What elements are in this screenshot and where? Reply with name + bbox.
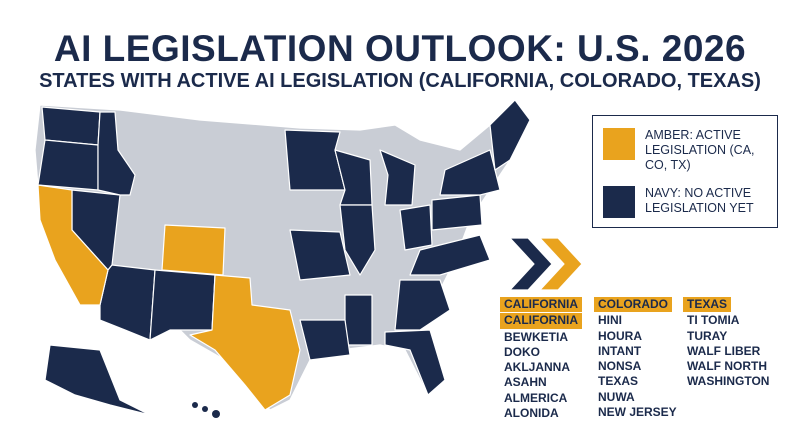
list-item: NUWA — [598, 389, 635, 404]
state — [431, 194, 483, 231]
list-item: WALF NORTH — [687, 359, 767, 374]
state — [394, 279, 451, 331]
list-item: HOURA — [598, 328, 642, 343]
alaska — [44, 344, 151, 416]
list-column: COLORADO HINI HOURA INTANT NONSA TEXAS NUWA NEW… — [594, 297, 677, 420]
list-item: AKLJANNA — [504, 360, 570, 375]
list-item: WALF LIBER — [687, 343, 761, 358]
list-header: TEXAS — [683, 297, 732, 313]
list-header: CALIFORNIA — [500, 297, 582, 313]
state — [379, 149, 416, 206]
list-item: INTANT — [598, 343, 642, 358]
state — [97, 111, 136, 196]
swatch — [603, 186, 635, 218]
title: AI LEGISLATION OUTLOOK: U.S. 2026 — [53, 28, 747, 69]
state — [439, 149, 501, 196]
state — [37, 139, 99, 191]
list-item: ALONIDA — [504, 406, 559, 421]
list-header: COLORADO — [594, 297, 672, 313]
state — [149, 269, 216, 341]
list-column: TEXAS TI TOMIA TURAY WALF LIBER WALF NORTH WA… — [683, 297, 769, 390]
state — [409, 234, 491, 276]
list-item: TURAY — [687, 328, 728, 343]
legend-row: NAVY: NO ACTIVE LEGISLATION YET — [603, 186, 770, 218]
list-header: CALIFORNIA — [500, 313, 582, 329]
list-item: NONSA — [598, 359, 642, 374]
state-active — [37, 184, 109, 306]
hawaii — [192, 402, 198, 408]
swatch — [603, 128, 635, 160]
list-item: ALMERICA — [504, 390, 568, 405]
list-item: NEW JERSEY — [598, 405, 677, 420]
state — [339, 204, 376, 276]
list-item: HINI — [598, 313, 622, 328]
state — [99, 264, 156, 341]
legend-row: AMBER: ACTIVE LEGISLATION (CA, CO, TX) — [603, 128, 770, 173]
hawaii — [212, 410, 220, 418]
state — [289, 229, 351, 281]
state — [299, 319, 351, 361]
legend: AMBER: ACTIVE LEGISLATION (CA, CO, TX) N… — [592, 115, 778, 228]
list-item: WASHINGTON — [687, 374, 770, 389]
hawaii — [202, 406, 208, 412]
chevron — [509, 237, 553, 291]
state-active — [161, 224, 226, 276]
list-item: TI TOMIA — [687, 313, 740, 328]
state-active — [189, 274, 301, 411]
subtitle: STATES WITH ACTIVE AI LEGISLATION (CALIF… — [39, 70, 761, 92]
list-item: DOKO — [504, 344, 540, 359]
legend-label: NAVY: NO ACTIVE LEGISLATION YET — [645, 186, 754, 215]
state — [384, 329, 446, 396]
legend-label: AMBER: ACTIVE LEGISLATION (CA, CO, TX) — [645, 128, 755, 172]
chevron — [539, 237, 583, 291]
list-column: CALIFORNIA CALIFORNIA BEWKETIA DOKO AKLJANNA… — [500, 297, 582, 421]
state — [284, 129, 346, 191]
state — [489, 99, 531, 171]
list-item: TEXAS — [598, 374, 639, 389]
state — [399, 204, 433, 251]
list-item: ASAHN — [504, 375, 547, 390]
list-item: BEWKETIA — [504, 329, 568, 344]
state — [344, 294, 373, 346]
state — [41, 106, 101, 146]
